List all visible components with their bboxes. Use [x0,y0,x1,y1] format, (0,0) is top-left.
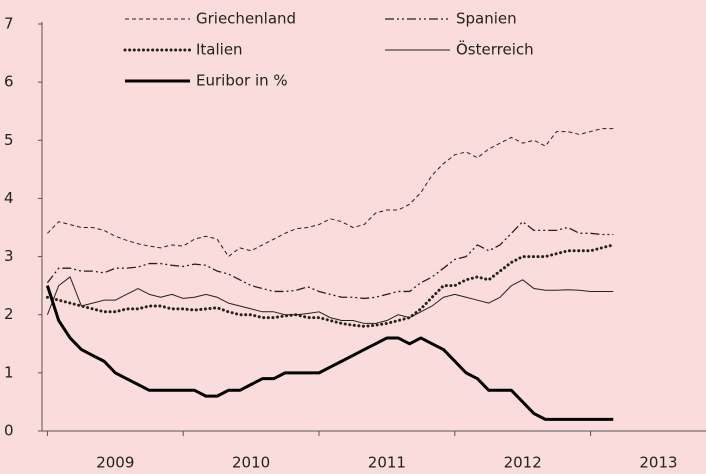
x-tick-label: 2011 [368,454,406,472]
y-tick-label: 1 [4,363,14,381]
legend-label: Österreich [456,40,534,59]
y-tick-label: 0 [4,422,14,440]
series-line [45,243,615,328]
y-tick-label: 4 [4,189,14,207]
x-tick-label: 2012 [504,454,542,472]
x-tick-label: 2010 [232,454,270,472]
legend-label: Euribor in % [196,72,288,90]
y-tick-label: 7 [4,15,14,33]
series-line [46,276,614,324]
series-line [46,221,614,300]
legend-label: Italien [196,41,243,59]
y-tick-label: 3 [4,247,14,265]
legend-label: Spanien [456,10,517,28]
x-tick-label: 2013 [639,454,677,472]
y-tick-label: 2 [4,305,14,323]
y-tick-label: 5 [4,131,14,149]
y-tick-label: 6 [4,73,14,91]
x-tick-label: 2009 [96,454,134,472]
series-line [46,285,614,421]
legend-label: Griechenland [196,10,296,28]
